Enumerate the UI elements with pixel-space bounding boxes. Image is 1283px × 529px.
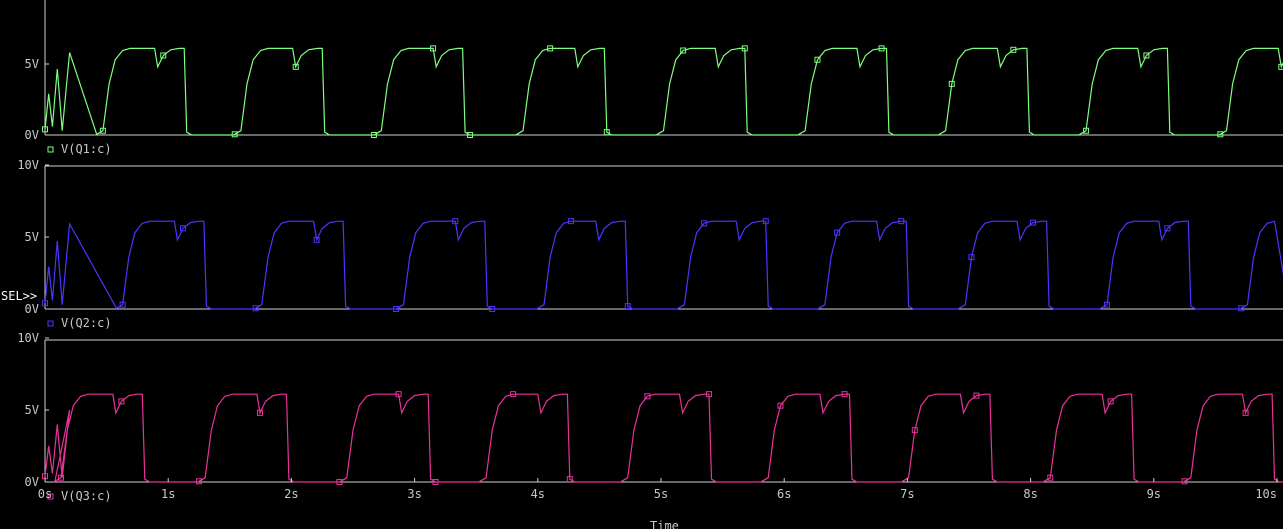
series-marker bbox=[568, 218, 575, 225]
series-marker bbox=[878, 45, 885, 52]
legend-marker-3 bbox=[47, 493, 54, 500]
series-marker bbox=[547, 45, 554, 52]
series-marker bbox=[313, 236, 320, 243]
series-marker bbox=[706, 391, 713, 398]
x-axis-title: Time bbox=[650, 519, 679, 529]
series-marker bbox=[231, 131, 238, 138]
series-marker bbox=[160, 52, 167, 59]
series-marker bbox=[252, 305, 259, 312]
series-marker bbox=[393, 306, 400, 312]
legend-label-3: V(Q3:c) bbox=[61, 489, 112, 503]
y-tick-label-2-10: 10V bbox=[17, 158, 39, 172]
series-marker bbox=[196, 478, 202, 485]
series-line-vq2c bbox=[44, 220, 1283, 310]
x-tick-label-3: 3s bbox=[407, 487, 421, 501]
series-marker bbox=[680, 47, 687, 54]
series-marker bbox=[99, 127, 106, 134]
series-marker bbox=[256, 409, 263, 416]
series-marker bbox=[42, 300, 48, 307]
legend-marker-1 bbox=[47, 146, 54, 153]
series-marker bbox=[762, 218, 769, 225]
series-marker bbox=[1278, 63, 1283, 70]
x-tick-label-4: 4s bbox=[531, 487, 545, 501]
series-marker bbox=[58, 474, 65, 481]
series-marker bbox=[948, 80, 955, 87]
series-marker bbox=[814, 56, 821, 63]
series-marker bbox=[1083, 127, 1090, 134]
y-tick-label-3-10: 10V bbox=[17, 331, 39, 345]
legend-marker-2 bbox=[47, 320, 54, 327]
series-marker bbox=[395, 391, 402, 398]
series-marker bbox=[1047, 474, 1054, 481]
y-tick-label-2-0: 0V bbox=[25, 302, 39, 316]
series-marker bbox=[1238, 305, 1245, 312]
legend-label-2: V(Q2:c) bbox=[61, 316, 112, 330]
x-tick-label-5: 5s bbox=[654, 487, 668, 501]
series-marker bbox=[1242, 409, 1249, 416]
series-marker bbox=[741, 45, 748, 52]
x-tick-label-9: 9s bbox=[1147, 487, 1161, 501]
series-marker bbox=[834, 229, 841, 236]
series-marker bbox=[644, 393, 651, 400]
series-marker bbox=[841, 391, 848, 398]
series-marker bbox=[467, 132, 474, 138]
series-marker bbox=[510, 391, 517, 398]
series-marker bbox=[489, 306, 496, 312]
series-marker bbox=[370, 132, 377, 138]
x-tick-label-1: 1s bbox=[161, 487, 175, 501]
series-marker bbox=[292, 63, 299, 70]
legend-label-1: V(Q1:c) bbox=[61, 142, 112, 156]
series-marker bbox=[1107, 398, 1114, 405]
series-marker bbox=[603, 129, 610, 136]
series-marker bbox=[911, 427, 918, 434]
series-marker bbox=[452, 218, 459, 225]
series-marker bbox=[1010, 46, 1017, 53]
y-tick-label-3-5: 5V bbox=[25, 403, 39, 417]
x-tick-label-8: 8s bbox=[1023, 487, 1037, 501]
series-marker bbox=[1143, 52, 1150, 59]
series-marker bbox=[432, 479, 439, 485]
y-tick-label-3-0: 0V bbox=[25, 475, 39, 489]
y-tick-label-1-5: 5V bbox=[25, 57, 39, 71]
y-tick-label-1-0: 0V bbox=[25, 128, 39, 142]
series-marker bbox=[1030, 219, 1037, 226]
x-tick-label-6: 6s bbox=[777, 487, 791, 501]
series-marker bbox=[336, 479, 343, 485]
series-marker bbox=[1217, 131, 1224, 138]
series-marker bbox=[968, 254, 975, 261]
series-marker bbox=[1181, 478, 1188, 485]
series-marker bbox=[430, 45, 437, 52]
x-tick-label-10: 10s bbox=[1255, 487, 1277, 501]
series-marker bbox=[777, 402, 784, 409]
series-line-vq3c bbox=[44, 393, 1283, 483]
series-marker bbox=[42, 126, 48, 133]
x-tick-label-2: 2s bbox=[284, 487, 298, 501]
series-marker bbox=[119, 301, 126, 308]
x-tick-label-7: 7s bbox=[900, 487, 914, 501]
series-marker bbox=[179, 225, 186, 232]
series-marker bbox=[118, 398, 125, 405]
series-marker bbox=[898, 218, 905, 225]
x-tick-label-0: 0s bbox=[38, 487, 52, 501]
selector-marker[interactable]: SEL>> bbox=[1, 289, 37, 303]
series-marker bbox=[566, 476, 573, 483]
series-marker bbox=[973, 392, 980, 399]
y-tick-label-2-5: 5V bbox=[25, 230, 39, 244]
series-marker bbox=[701, 220, 708, 227]
series-line-vq1c bbox=[44, 47, 1283, 136]
series-marker bbox=[1164, 225, 1171, 232]
series-marker bbox=[1103, 301, 1110, 308]
series-marker bbox=[624, 303, 631, 310]
